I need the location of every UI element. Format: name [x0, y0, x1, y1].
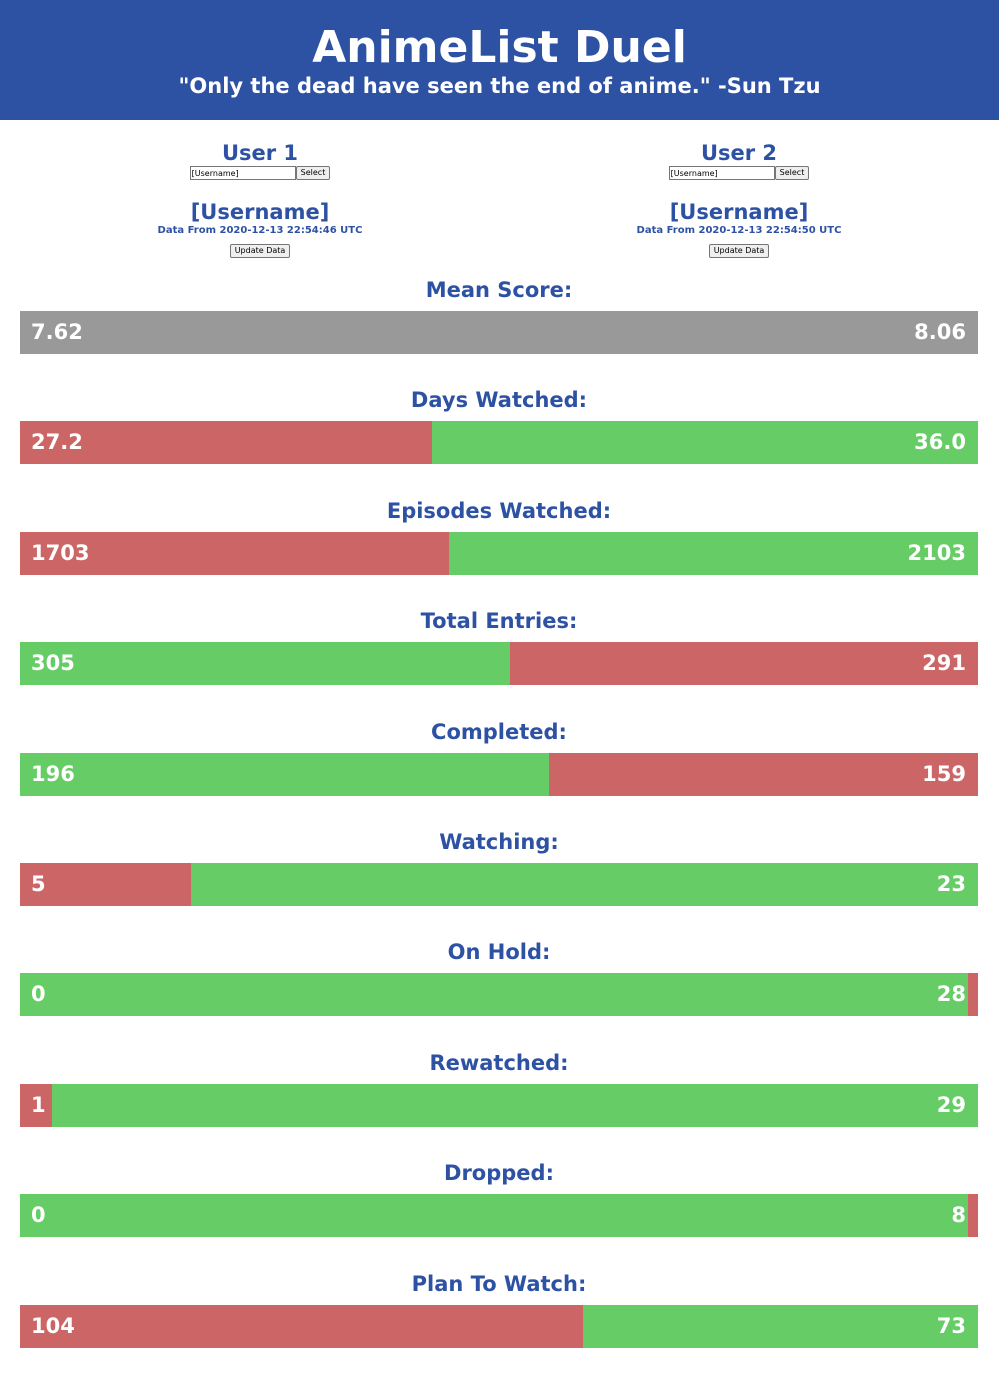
user2-username-input[interactable]: [668, 166, 775, 180]
user2-stat-value: 8: [951, 1203, 966, 1227]
stat-title: Days Watched:: [410, 388, 588, 412]
user1-bar-segment: [20, 753, 549, 796]
stat-bar: 7.62 8.06: [20, 311, 978, 354]
user2-bar-segment: [52, 1084, 978, 1127]
stat-bar: 305 291: [20, 642, 978, 685]
user2-data-timestamp: Data From 2020-12-13 22:54:50 UTC: [636, 225, 842, 236]
stat-bar: 27.2 36.0: [20, 421, 978, 464]
user1-bar-segment: [20, 532, 449, 575]
user2-stat-value: 291: [922, 651, 966, 675]
stat-title: Rewatched:: [429, 1051, 569, 1075]
user1-stat-value: 0: [31, 982, 46, 1006]
user2-update-data-button[interactable]: Update Data: [708, 244, 770, 258]
stat-title: Mean Score:: [425, 278, 573, 302]
user2-bar-segment: [968, 973, 978, 1016]
stat-title: Plan To Watch:: [411, 1272, 587, 1296]
user2-select-row: Select: [589, 166, 889, 180]
user1-bar-segment: [20, 1084, 52, 1127]
user1-username: [Username]: [190, 200, 330, 224]
user2-panel: User 2 Select [Username] Data From 2020-…: [589, 140, 889, 258]
user2-bar-segment: [968, 1194, 978, 1237]
user1-stat-value: 1703: [31, 541, 90, 565]
user2-select-button[interactable]: Select: [774, 166, 810, 180]
user2-stat-value: 159: [922, 762, 966, 786]
user1-bar-segment: [20, 311, 499, 354]
user1-bar-segment: [20, 421, 432, 464]
page-quote: "Only the dead have seen the end of anim…: [178, 74, 821, 98]
stat-bar: 196 159: [20, 753, 978, 796]
user2-bar-segment: [449, 532, 978, 575]
user1-select-row: Select: [110, 166, 410, 180]
user2-username: [Username]: [669, 200, 809, 224]
user2-stat-value: 28: [936, 982, 966, 1006]
stat-title: Total Entries:: [420, 609, 578, 633]
user1-data-timestamp: Data From 2020-12-13 22:54:46 UTC: [157, 225, 363, 236]
user2-bar-segment: [432, 421, 978, 464]
stat-title: Episodes Watched:: [386, 499, 612, 523]
user2-bar-segment: [499, 311, 978, 354]
user2-stat-value: 2103: [907, 541, 966, 565]
stat-bar: 1 29: [20, 1084, 978, 1127]
stat-bar: 1703 2103: [20, 532, 978, 575]
user2-label: User 2: [700, 141, 778, 165]
stat-title: Completed:: [431, 720, 567, 744]
page-title: AnimeList Duel: [312, 22, 687, 73]
stat-bar: 5 23: [20, 863, 978, 906]
user1-stat-value: 196: [31, 762, 75, 786]
user2-bar-segment: [549, 753, 978, 796]
user1-bar-segment: [20, 973, 968, 1016]
user2-bar-segment: [510, 642, 978, 685]
stat-title: Watching:: [439, 830, 559, 854]
user1-label: User 1: [221, 141, 299, 165]
user2-stat-value: 8.06: [914, 320, 966, 344]
user1-select-button[interactable]: Select: [295, 166, 331, 180]
user1-stat-value: 27.2: [31, 430, 83, 454]
user1-panel: User 1 Select [Username] Data From 2020-…: [110, 140, 410, 258]
user2-stat-value: 23: [936, 872, 966, 896]
user1-update-data-button[interactable]: Update Data: [229, 244, 291, 258]
page-header: AnimeList Duel "Only the dead have seen …: [0, 0, 999, 120]
user1-stat-value: 104: [31, 1314, 75, 1338]
user2-stat-value: 73: [936, 1314, 966, 1338]
stat-bar: 104 73: [20, 1305, 978, 1348]
user1-bar-segment: [20, 642, 510, 685]
user1-stat-value: 0: [31, 1203, 46, 1227]
user2-bar-segment: [191, 863, 978, 906]
stat-title: Dropped:: [444, 1161, 554, 1185]
user2-bar-segment: [583, 1305, 978, 1348]
user1-bar-segment: [20, 1305, 583, 1348]
user1-stat-value: 1: [31, 1093, 46, 1117]
user1-stat-value: 305: [31, 651, 75, 675]
user2-stat-value: 29: [936, 1093, 966, 1117]
stat-bar: 0 28: [20, 973, 978, 1016]
user1-bar-segment: [20, 1194, 968, 1237]
user1-stat-value: 7.62: [31, 320, 83, 344]
user2-stat-value: 36.0: [914, 430, 966, 454]
user1-username-input[interactable]: [189, 166, 296, 180]
user1-bar-segment: [20, 863, 191, 906]
stat-title: On Hold:: [447, 940, 551, 964]
user1-stat-value: 5: [31, 872, 46, 896]
